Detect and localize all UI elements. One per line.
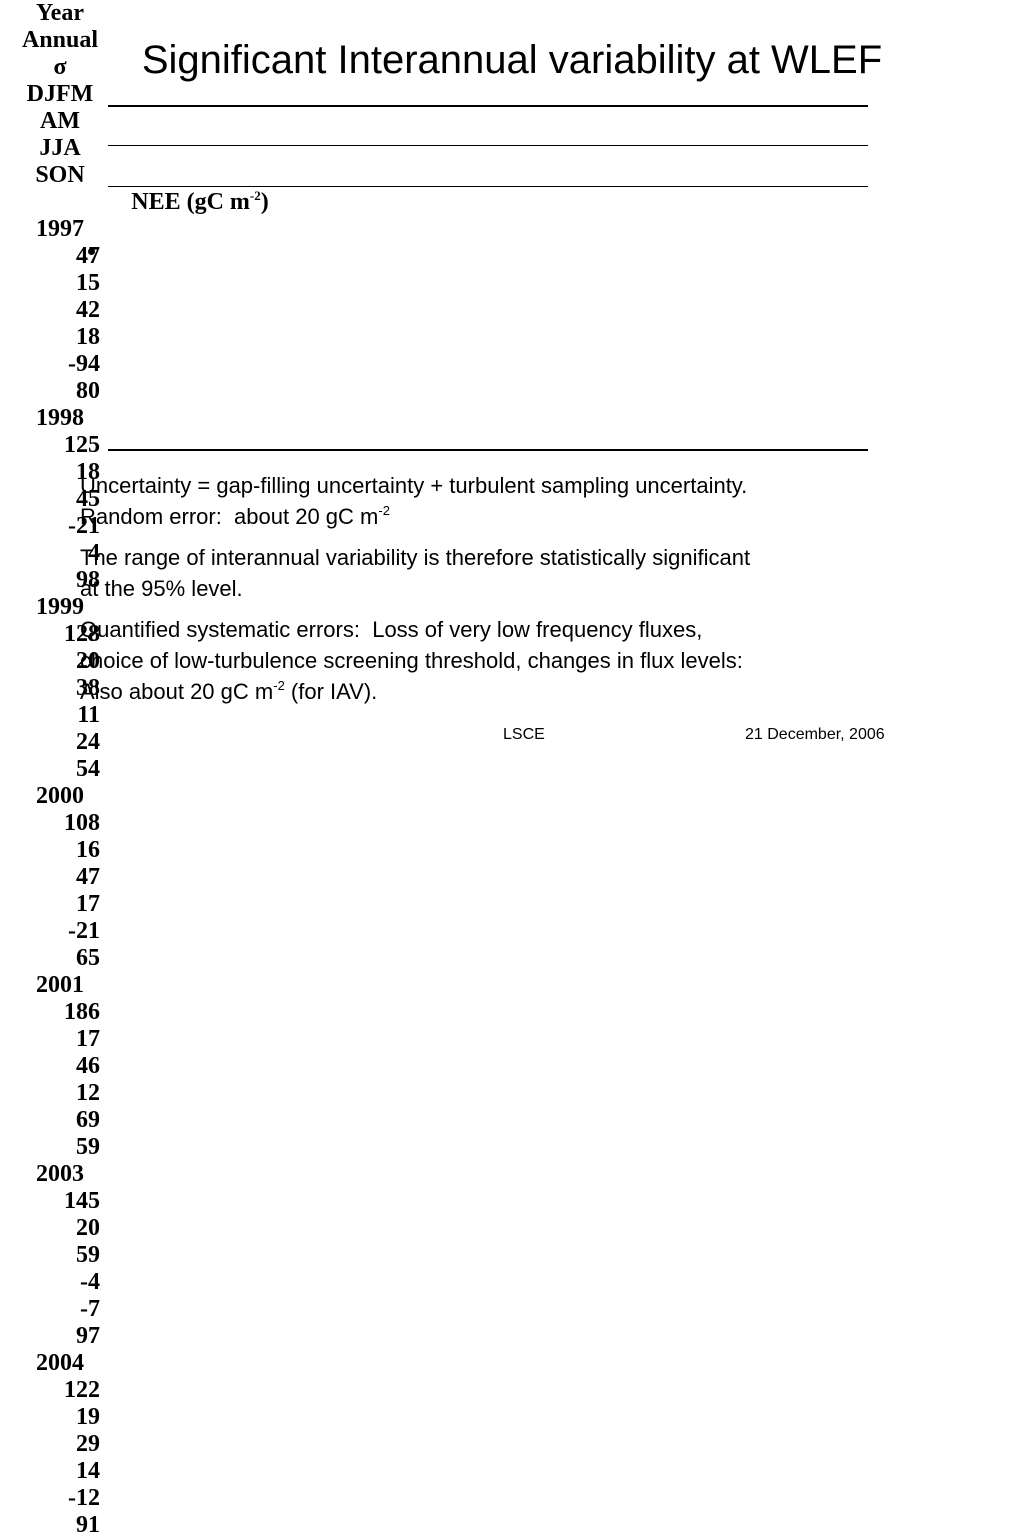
table-cell: 45 — [76, 486, 100, 512]
column-header: Annual — [21, 27, 99, 53]
footer-right: 21 December, 2006 — [745, 726, 885, 743]
text-run: Uncertainty = gap-filling uncertainty + … — [80, 473, 748, 498]
table-cell: -7 — [80, 1296, 100, 1322]
table-cell: -21 — [68, 918, 100, 944]
table-cell: 20 — [76, 648, 100, 674]
table-cell: 15 — [76, 270, 100, 296]
table-cell: 145 — [64, 1188, 100, 1214]
table-cell: 11 — [77, 702, 100, 728]
row-label: 1998 — [36, 405, 84, 431]
paragraph: Uncertainty = gap-filling uncertainty + … — [80, 470, 750, 532]
text-line: choice of low-turbulence screening thres… — [80, 645, 750, 676]
row-label: 2001 — [36, 972, 84, 998]
table-cell: 98 — [76, 567, 100, 593]
row-label: 1997 — [36, 216, 84, 242]
text-run: (for IAV). — [284, 679, 378, 704]
table-cell: 42 — [76, 297, 100, 323]
table-cell: 20 — [76, 1215, 100, 1241]
table-cell: 18 — [76, 324, 100, 350]
table-cell: 54 — [76, 756, 100, 782]
table-rule — [108, 145, 868, 146]
column-header: AM — [40, 108, 80, 134]
table-cell: 18 — [76, 459, 100, 485]
table-cell: 16 — [76, 837, 100, 863]
table-cell: 46 — [76, 1053, 100, 1079]
column-header: SON — [35, 162, 85, 188]
slide-title: Significant Interannual variability at W… — [141, 38, 883, 82]
text-run: The range of interannual variability is … — [80, 545, 751, 570]
table-cell: -21 — [68, 513, 100, 539]
footer-left: LSCE — [503, 726, 545, 743]
text-line: Also about 20 gC m-2 (for IAV). — [80, 676, 750, 707]
table-cell: 38 — [76, 675, 100, 701]
superscript: -2 — [378, 503, 390, 518]
body-text: Uncertainty = gap-filling uncertainty + … — [80, 470, 750, 717]
table-cell: 125 — [64, 432, 100, 458]
row-label: 1999 — [36, 594, 84, 620]
text-run: NEE (gC m — [131, 189, 250, 215]
text-run: Also about 20 gC m — [80, 679, 274, 704]
column-header: Year — [36, 0, 84, 26]
table-cell: 47 — [76, 243, 100, 269]
text-run: ) — [260, 189, 269, 215]
text-run: Quantified systematic errors: Loss of ve… — [80, 617, 703, 642]
paragraph: Quantified systematic errors: Loss of ve… — [80, 614, 750, 707]
table-cell: 69 — [76, 1107, 100, 1133]
table-cell: 17 — [76, 891, 100, 917]
table-cell: 59 — [76, 1242, 100, 1268]
row-label: 2003 — [36, 1161, 84, 1187]
text-line: Random error: about 20 gC m-2 — [80, 501, 750, 532]
table-cell: 19 — [76, 1404, 100, 1430]
text-line: The range of interannual variability is … — [80, 542, 750, 573]
table-cell: 186 — [64, 999, 100, 1025]
text-line: Quantified systematic errors: Loss of ve… — [80, 614, 750, 645]
table-cell: -94 — [68, 351, 100, 377]
table-cell: 108 — [64, 810, 100, 836]
table-cell: 97 — [76, 1323, 100, 1349]
text-line: Uncertainty = gap-filling uncertainty + … — [80, 470, 750, 501]
table-cell: 80 — [76, 378, 100, 404]
table-cell: 47 — [76, 864, 100, 890]
table-rule — [108, 186, 868, 187]
table-rule — [108, 449, 868, 451]
table-cell: 14 — [76, 1458, 100, 1484]
text-run: Random error: about 20 gC m — [80, 504, 379, 529]
text-run: choice of low-turbulence screening thres… — [80, 648, 743, 673]
row-label: 2004 — [36, 1350, 84, 1376]
table-cell: -4 — [80, 1269, 100, 1295]
unit-label: NEE (gC m-2) — [0, 189, 400, 216]
text-run: at the 95% level. — [80, 576, 243, 601]
column-header: JJA — [39, 135, 81, 161]
table-cell: 91 — [76, 1512, 100, 1536]
column-header: DJFM — [26, 81, 94, 107]
table-cell: 59 — [76, 1134, 100, 1160]
paragraph: The range of interannual variability is … — [80, 542, 750, 604]
text-line: at the 95% level. — [80, 573, 750, 604]
table-cell: 65 — [76, 945, 100, 971]
table-cell: 24 — [76, 729, 100, 755]
bullet — [88, 248, 95, 255]
table-cell: 122 — [64, 1377, 100, 1403]
table-cell: 4 — [88, 540, 100, 566]
row-label: 2000 — [36, 783, 84, 809]
table-rule — [108, 105, 868, 107]
superscript: -2 — [249, 188, 261, 203]
table-cell: 12 — [76, 1080, 100, 1106]
table-cell: 29 — [76, 1431, 100, 1457]
superscript: -2 — [273, 678, 285, 693]
table-cell: 128 — [64, 621, 100, 647]
column-header: σ — [53, 54, 67, 80]
table-cell: 17 — [76, 1026, 100, 1052]
table-cell: -12 — [68, 1485, 100, 1511]
